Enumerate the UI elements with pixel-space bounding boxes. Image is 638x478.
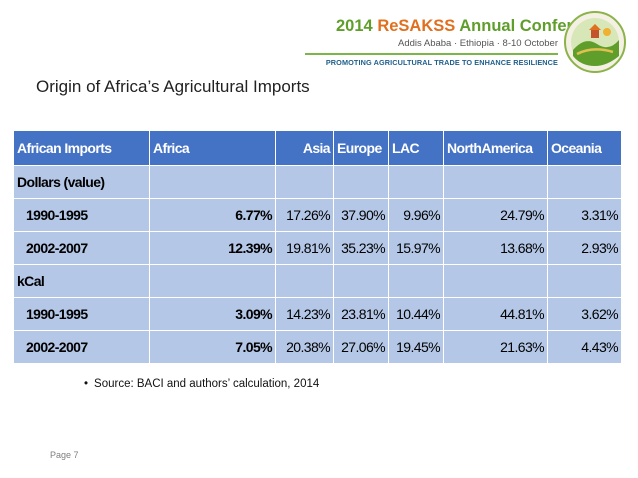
- north-america-cell: 13.68%: [443, 231, 548, 265]
- source-note: • Source: BACI and authors’ calculation, …: [84, 378, 319, 390]
- period-cell: 2002-2007: [13, 330, 150, 364]
- section-row-dollars: Dollars (value): [13, 165, 622, 199]
- empty-cell: [275, 264, 334, 298]
- imports-table: African Imports Africa Asia Europe LAC N…: [13, 130, 622, 364]
- header-north-america: NorthAmerica: [443, 130, 548, 166]
- header-europe: Europe: [333, 130, 389, 166]
- empty-cell: [333, 165, 389, 199]
- lac-cell: 15.97%: [388, 231, 444, 265]
- oceania-cell: 4.43%: [547, 330, 622, 364]
- north-america-cell: 24.79%: [443, 198, 548, 232]
- europe-cell: 23.81%: [333, 297, 389, 331]
- section-label: Dollars (value): [13, 165, 150, 199]
- header-oceania: Oceania: [547, 130, 622, 166]
- source-text: Source: BACI and authors’ calculation, 2…: [94, 378, 320, 390]
- empty-cell: [443, 264, 548, 298]
- asia-cell: 17.26%: [275, 198, 334, 232]
- oceania-cell: 2.93%: [547, 231, 622, 265]
- conference-year: 2014: [336, 17, 373, 35]
- table-row: 2002-2007 7.05% 20.38% 27.06% 19.45% 21.…: [13, 330, 622, 364]
- empty-cell: [149, 264, 276, 298]
- oceania-cell: 3.62%: [547, 297, 622, 331]
- conference-resakss: ReSAKSS: [377, 17, 456, 35]
- oceania-cell: 3.31%: [547, 198, 622, 232]
- africa-cell: 12.39%: [149, 231, 276, 265]
- section-label: kCal: [13, 264, 150, 298]
- empty-cell: [443, 165, 548, 199]
- slide-title: Origin of Africa’s Agricultural Imports: [36, 77, 310, 96]
- europe-cell: 27.06%: [333, 330, 389, 364]
- resakss-logo-icon: [564, 11, 626, 73]
- empty-cell: [388, 165, 444, 199]
- asia-cell: 20.38%: [275, 330, 334, 364]
- section-row-kcal: kCal: [13, 264, 622, 298]
- africa-cell: 3.09%: [149, 297, 276, 331]
- header-african-imports: African Imports: [13, 130, 150, 166]
- period-cell: 1990-1995: [13, 198, 150, 232]
- europe-cell: 37.90%: [333, 198, 389, 232]
- conference-tagline: PROMOTING AGRICULTURAL TRADE TO ENHANCE …: [325, 58, 558, 67]
- table-header-row: African Imports Africa Asia Europe LAC N…: [13, 130, 622, 166]
- empty-cell: [333, 264, 389, 298]
- page-number: Page 7: [50, 450, 79, 460]
- table-row: 1990-1995 3.09% 14.23% 23.81% 10.44% 44.…: [13, 297, 622, 331]
- lac-cell: 10.44%: [388, 297, 444, 331]
- empty-cell: [547, 264, 622, 298]
- empty-cell: [388, 264, 444, 298]
- north-america-cell: 44.81%: [443, 297, 548, 331]
- asia-cell: 19.81%: [275, 231, 334, 265]
- header-lac: LAC: [388, 130, 444, 166]
- empty-cell: [275, 165, 334, 199]
- banner-divider: [305, 53, 558, 55]
- bullet-icon: •: [84, 378, 89, 390]
- asia-cell: 14.23%: [275, 297, 334, 331]
- europe-cell: 35.23%: [333, 231, 389, 265]
- period-cell: 1990-1995: [13, 297, 150, 331]
- africa-cell: 7.05%: [149, 330, 276, 364]
- lac-cell: 9.96%: [388, 198, 444, 232]
- conference-title: 2014 ReSAKSS Annual Conference: [336, 17, 611, 36]
- lac-cell: 19.45%: [388, 330, 444, 364]
- table-row: 2002-2007 12.39% 19.81% 35.23% 15.97% 13…: [13, 231, 622, 265]
- conference-location: Addis Ababa · Ethiopia · 8-10 October: [397, 38, 558, 49]
- africa-cell: 6.77%: [149, 198, 276, 232]
- header-africa: Africa: [149, 130, 276, 166]
- empty-cell: [547, 165, 622, 199]
- table-row: 1990-1995 6.77% 17.26% 37.90% 9.96% 24.7…: [13, 198, 622, 232]
- north-america-cell: 21.63%: [443, 330, 548, 364]
- empty-cell: [149, 165, 276, 199]
- period-cell: 2002-2007: [13, 231, 150, 265]
- header-asia: Asia: [275, 130, 334, 166]
